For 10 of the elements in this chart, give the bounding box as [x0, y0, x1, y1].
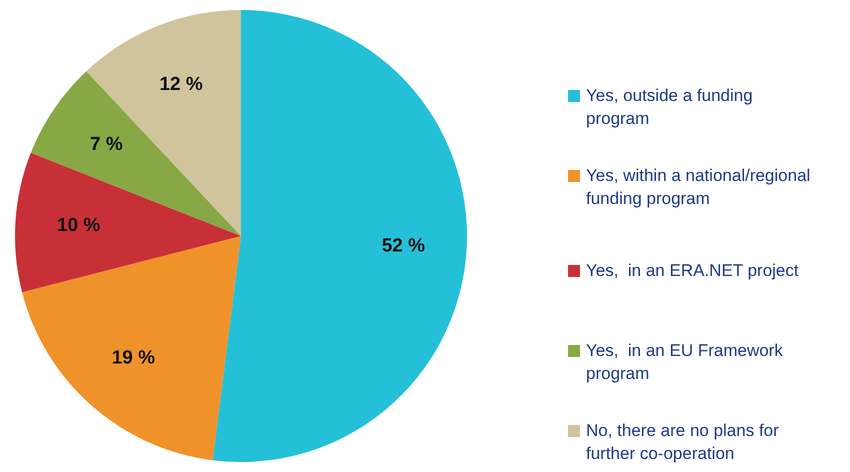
legend-label: Yes, within a national/regional funding program	[586, 165, 812, 210]
legend-label: No, there are no plans for further co-operation	[586, 420, 780, 465]
legend-label: Yes, in an EU Framework program	[586, 340, 784, 385]
legend-label: Yes, outside a funding program	[586, 85, 754, 130]
data-label: 7 %	[90, 134, 123, 155]
data-label: 12 %	[159, 74, 203, 95]
data-label: 19 %	[112, 347, 156, 368]
data-label: 52 %	[382, 235, 426, 256]
data-label: 10 %	[56, 215, 100, 236]
legend-label: Yes, in an ERA.NET project	[586, 260, 800, 282]
